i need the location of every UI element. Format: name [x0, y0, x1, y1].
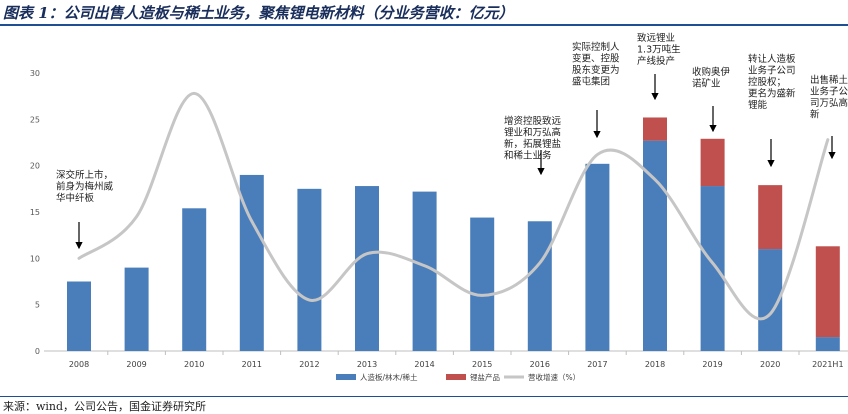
annotation-line: 实际控制人: [572, 41, 620, 53]
annotation-line: 股东变更为: [572, 64, 620, 76]
annotation-line: 司万弘高: [810, 97, 848, 109]
annotation-line: 盛屯集团: [572, 76, 610, 88]
annotation-line: 新，拓展锂盐: [504, 138, 562, 150]
bar-board-2021H1: [815, 337, 840, 351]
figure-title: 图表 1：公司出售人造板与稀土业务，聚焦锂电新材料（分业务营收：亿元）: [0, 0, 848, 26]
annotation-line: 锂能: [748, 99, 768, 111]
annotation-line: 出售稀土: [810, 74, 848, 86]
revenue-chart: 0 5 10 15 20 25 30 2008 2009 2010 2011 2012 2013 2014…: [30, 32, 848, 382]
annotation-line: 前身为梅州威: [56, 181, 114, 193]
annotation-line: 业务子公: [810, 86, 848, 98]
bar-board-2010: [182, 208, 207, 351]
x-tick-label: 2013: [357, 360, 377, 369]
bar-board-2018: [643, 140, 667, 351]
legend-lithium-swatch: [446, 374, 466, 380]
y-tick-label: 10: [30, 254, 40, 263]
legend-lithium: 锂盐产品: [446, 372, 500, 382]
x-tick-label: 2017: [587, 360, 607, 369]
legend-growth: 营收增速（%）: [504, 372, 580, 382]
annotation-line: 深交所上市，: [56, 169, 113, 181]
annotation-line: 产线投产: [637, 55, 675, 67]
x-tick-label: 2014: [414, 360, 434, 369]
bar-lithium-2020: [758, 185, 783, 250]
annotation-line: 控股权；: [748, 76, 786, 88]
legend-board-label: 人造板/林木/稀土: [360, 372, 418, 382]
growth-rate-line: [77, 91, 830, 321]
bar-board-2015: [470, 217, 495, 351]
annotation-line: 锂业和万弘高: [504, 127, 561, 139]
x-tick-label: 2011: [242, 360, 262, 369]
y-tick-label: 15: [30, 208, 40, 217]
annotation-line: 更名为盛新: [748, 88, 796, 100]
bar-board-2008: [67, 281, 91, 351]
x-tick-label: 2019: [702, 360, 722, 369]
bar-board-2009: [124, 267, 149, 351]
annotation-line: 诺矿业: [692, 78, 721, 90]
figure-title-text: 图表 1：公司出售人造板与稀土业务，聚焦锂电新材料（分业务营收：亿元）: [3, 4, 514, 22]
x-tick-label: 2009: [126, 360, 146, 369]
annotation-line: 致远锂业: [637, 32, 675, 44]
annotation-line: 新: [810, 109, 820, 121]
bar-board-2011: [239, 174, 264, 351]
bar-board-2017: [585, 163, 610, 351]
legend-lithium-label: 锂盐产品: [470, 372, 500, 382]
y-tick-label: 0: [35, 347, 40, 356]
y-tick-label: 5: [35, 301, 40, 310]
x-tick-label: 2008: [69, 360, 89, 369]
x-tick-label: 2018: [645, 360, 665, 369]
y-tick-label: 25: [30, 115, 40, 124]
x-tick-label: 2015: [472, 360, 492, 369]
annotation-line: 华中纤板: [56, 192, 95, 204]
footer-rule: [0, 396, 848, 397]
annotation-line: 业务子公司: [748, 65, 796, 77]
bar-lithium-2021H1: [815, 246, 840, 338]
y-tick-label: 20: [30, 162, 40, 171]
source-footer: 来源：wind，公司公告，国金证券研究所: [0, 394, 848, 413]
annotation-line: 和稀土业务: [504, 150, 552, 162]
x-tick-label: 2021H1: [812, 360, 843, 369]
bar-board-2016: [527, 221, 552, 351]
y-tick-label: 30: [30, 69, 40, 78]
legend-board-swatch: [336, 374, 356, 380]
annotation-line: 1.3万吨生: [637, 44, 681, 56]
annotation-line: 变更、控股: [572, 53, 620, 65]
annotation-line: 转让人造板: [748, 53, 796, 65]
bar-lithium-2018: [643, 117, 667, 141]
annotation-line: 收购奥伊: [692, 66, 731, 78]
bar-board-2013: [355, 186, 379, 351]
bar-board-2012: [297, 188, 322, 351]
x-tick-label: 2010: [184, 360, 204, 369]
annotation-line: 增资控股致远: [504, 115, 562, 127]
legend-growth-label: 营收增速（%）: [528, 372, 580, 382]
legend-board: 人造板/林木/稀土: [336, 372, 418, 382]
x-tick-label: 2020: [760, 360, 780, 369]
bar-lithium-2019: [700, 138, 725, 187]
x-tick-label: 2012: [299, 360, 319, 369]
x-tick-label: 2016: [530, 360, 550, 369]
source-text: 来源：wind，公司公告，国金证券研究所: [3, 400, 207, 413]
bar-board-2019: [700, 186, 725, 351]
title-underline: [0, 24, 848, 26]
